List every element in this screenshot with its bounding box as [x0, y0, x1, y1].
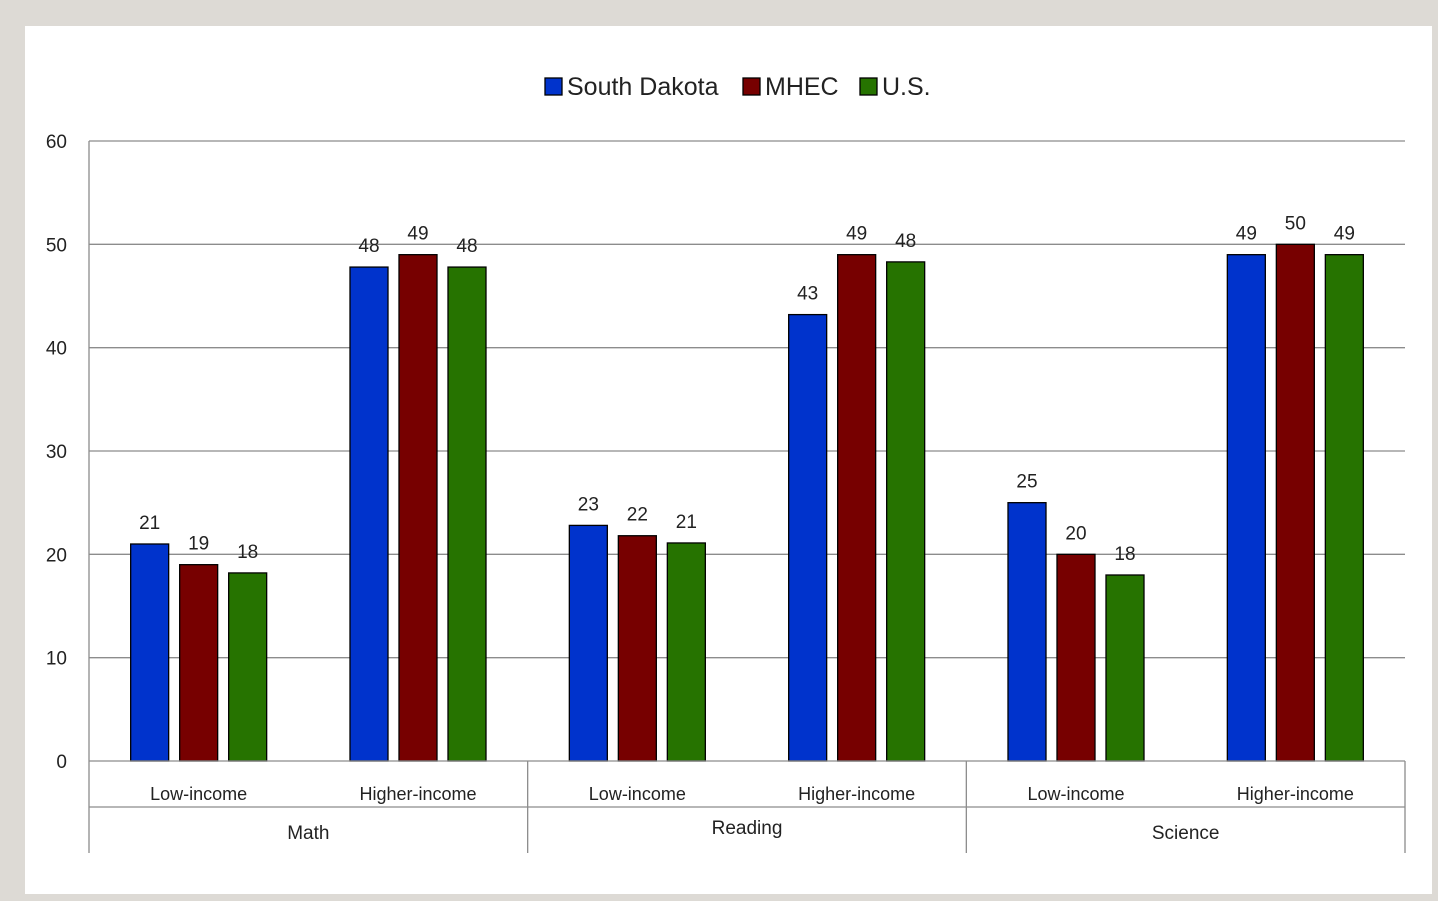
- bar: [568, 524, 608, 762]
- legend-label: South Dakota: [567, 73, 719, 101]
- data-label: 18: [1114, 544, 1135, 565]
- y-tick-label: 50: [46, 235, 67, 256]
- data-label: 18: [237, 542, 258, 563]
- data-labels: 21 19 18 48 49 48 23 22 21 43 49 48 25 20 18 49 50 49: [139, 213, 1355, 565]
- data-label: 22: [627, 505, 648, 526]
- x-axis: Low-income Higher-income Math Low-income Hig…: [88, 760, 1406, 853]
- bar: [617, 535, 657, 762]
- data-label: 48: [358, 236, 379, 257]
- y-tick-label: 20: [46, 545, 67, 566]
- y-tick-label: 10: [46, 649, 67, 670]
- bar: [349, 266, 389, 762]
- bar: [398, 254, 438, 762]
- legend-swatch: [544, 77, 563, 96]
- category-label: Higher-income: [359, 784, 476, 804]
- legend-label: U.S.: [882, 73, 931, 101]
- data-label: 25: [1016, 472, 1037, 493]
- chart-frame: South Dakota MHEC U.S. 0 10 20 30 40 50 60 21 19 1…: [25, 26, 1432, 894]
- data-label: 49: [846, 224, 867, 245]
- legend-swatch: [859, 77, 878, 96]
- category-label: Higher-income: [1237, 784, 1354, 804]
- y-tick-label: 60: [46, 132, 67, 153]
- bar: [228, 572, 268, 762]
- data-label: 49: [1236, 224, 1257, 245]
- bar: [1324, 254, 1364, 762]
- group-label: Reading: [712, 818, 783, 839]
- data-label: 48: [456, 236, 477, 257]
- bar: [130, 543, 170, 762]
- bars: [130, 243, 1364, 762]
- bar: [666, 542, 706, 762]
- bar: [1226, 254, 1266, 762]
- bar: [447, 266, 487, 762]
- bar: [179, 564, 219, 762]
- bar: [1105, 574, 1145, 762]
- data-label: 49: [407, 224, 428, 245]
- data-label: 21: [676, 512, 697, 533]
- y-tick-label: 40: [46, 339, 67, 360]
- data-label: 50: [1285, 213, 1306, 234]
- bar: [1007, 502, 1047, 762]
- category-label: Low-income: [150, 784, 247, 804]
- category-label: Higher-income: [798, 784, 915, 804]
- bar: [788, 313, 828, 762]
- bar: [837, 254, 877, 762]
- y-tick-label: 30: [46, 442, 67, 463]
- group-label: Math: [287, 823, 329, 844]
- data-label: 48: [895, 231, 916, 252]
- group-label: Science: [1152, 823, 1220, 844]
- data-label: 21: [139, 513, 160, 534]
- category-label: Low-income: [1027, 784, 1124, 804]
- bar-chart: South Dakota MHEC U.S. 0 10 20 30 40 50 60 21 19 1…: [46, 73, 1406, 853]
- legend-swatch: [742, 77, 761, 96]
- data-label: 23: [578, 494, 599, 515]
- y-axis-ticks: 0 10 20 30 40 50 60: [46, 132, 67, 773]
- gridlines: [88, 140, 1405, 761]
- legend-label: MHEC: [765, 73, 839, 101]
- data-label: 20: [1065, 523, 1086, 544]
- bar: [886, 261, 926, 762]
- chart-legend: South Dakota MHEC U.S.: [544, 73, 931, 101]
- y-tick-label: 0: [56, 752, 67, 773]
- bar: [1275, 243, 1315, 762]
- data-label: 19: [188, 534, 209, 555]
- data-label: 49: [1334, 224, 1355, 245]
- data-label: 43: [797, 284, 818, 305]
- bar: [1056, 553, 1096, 762]
- category-label: Low-income: [589, 784, 686, 804]
